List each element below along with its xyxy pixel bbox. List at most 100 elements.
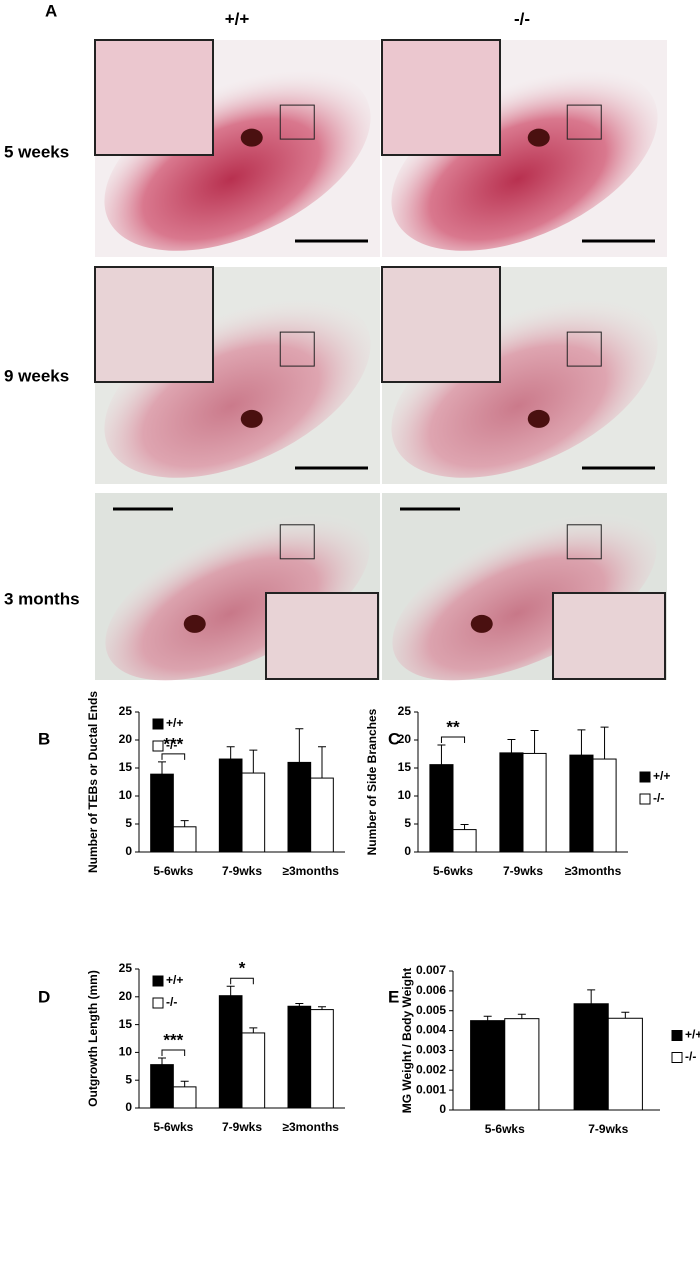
panel-label: A [45,1,57,20]
x-tick-label: 7-9wks [503,864,543,878]
inset-source [566,524,602,560]
x-tick-label: ≥3months [282,1120,339,1134]
y-tick-label: 0 [125,844,132,858]
significance-bracket [440,736,466,744]
y-tick-label: 20 [398,732,412,746]
y-axis-label: MG Weight / Body Weight [400,968,414,1114]
panel-label: E [388,987,399,1006]
significance-bracket [230,977,254,985]
legend-swatch [152,740,164,752]
significance-label: ** [446,718,460,737]
error-bar [317,746,326,779]
row-label: 9 weeks [4,366,69,385]
tissue [105,511,370,681]
inset [94,266,214,383]
error-bar [226,746,235,760]
panel-label: C [388,729,400,748]
lymph-node [240,128,263,147]
error-bar [483,1015,492,1021]
legend-label: +/+ [653,769,670,783]
error-bar [517,1013,526,1019]
bar [172,826,197,853]
x-tick-label: ≥3months [282,864,339,878]
lymph-node [240,409,263,428]
inset-source [566,104,602,140]
y-tick-label: 25 [119,961,133,975]
inset [265,592,379,680]
legend-label: -/- [166,738,177,752]
error-bar [621,1011,630,1019]
legend-swatch [152,997,164,1009]
row-label: 5 weeks [4,142,69,161]
y-tick-label: 5 [404,816,411,830]
bar [310,1009,334,1109]
bar [569,754,594,853]
y-axis-label: Number of Side Branches [365,708,379,855]
error-bar [507,738,516,753]
inset [552,592,666,680]
bar [241,772,266,853]
error-bar [158,1057,167,1065]
column-label: +/+ [225,9,250,28]
inset [381,266,501,383]
bar [150,1064,174,1109]
error-bar [437,744,446,765]
photo-grid [94,39,667,681]
legend-label: -/- [685,1050,696,1064]
error-bar [600,726,609,760]
error-bar [587,989,596,1004]
bar [522,752,547,853]
bar [241,1032,266,1109]
x-tick-label: 7-9wks [222,864,262,878]
legend-swatch [671,1052,683,1063]
inset-source [279,104,315,140]
bar [470,1020,506,1111]
y-tick-label: 15 [119,760,133,774]
legend-label: +/+ [166,716,183,730]
error-bar [460,824,469,830]
bar [287,1005,312,1109]
legend-swatch [639,793,651,805]
bar [150,773,174,853]
x-tick-label: 5-6wks [433,864,473,878]
inset-source [566,331,602,367]
lymph-node [527,409,550,428]
legend-swatch [152,718,164,730]
significance-label: *** [163,1030,183,1049]
bar [504,1018,540,1111]
error-bar [295,1002,304,1007]
y-tick-label: 0.007 [416,963,446,977]
y-tick-label: 0 [439,1102,446,1116]
y-tick-label: 0.006 [416,983,446,997]
bar [573,1003,609,1111]
legend-swatch [152,975,164,987]
error-bar [158,761,167,775]
x-tick-label: 5-6wks [485,1122,525,1136]
error-bar [530,729,539,754]
y-tick-label: 20 [119,989,133,1003]
x-tick-label: 7-9wks [222,1120,262,1134]
y-axis-label: Number of TEBs or Ductal Ends [86,691,100,873]
column-label: -/- [514,9,530,28]
legend-label: -/- [653,791,664,805]
inset [94,39,214,156]
significance-label: *** [163,734,183,753]
bar [592,758,617,853]
lymph-node [527,128,550,147]
bar [218,758,243,853]
inset-source [279,524,315,560]
y-tick-label: 0 [404,844,411,858]
row-label: 3 months [4,589,80,608]
y-tick-label: 25 [119,704,133,718]
x-tick-label: 7-9wks [588,1122,628,1136]
inset [381,39,501,156]
panel-label: B [38,729,50,748]
y-tick-label: 5 [125,1072,132,1086]
bar [429,764,454,853]
panel-label: D [38,987,50,1006]
error-bar [226,985,235,996]
y-tick-label: 15 [398,760,412,774]
error-bar [317,1006,326,1010]
error-bar [249,749,258,774]
